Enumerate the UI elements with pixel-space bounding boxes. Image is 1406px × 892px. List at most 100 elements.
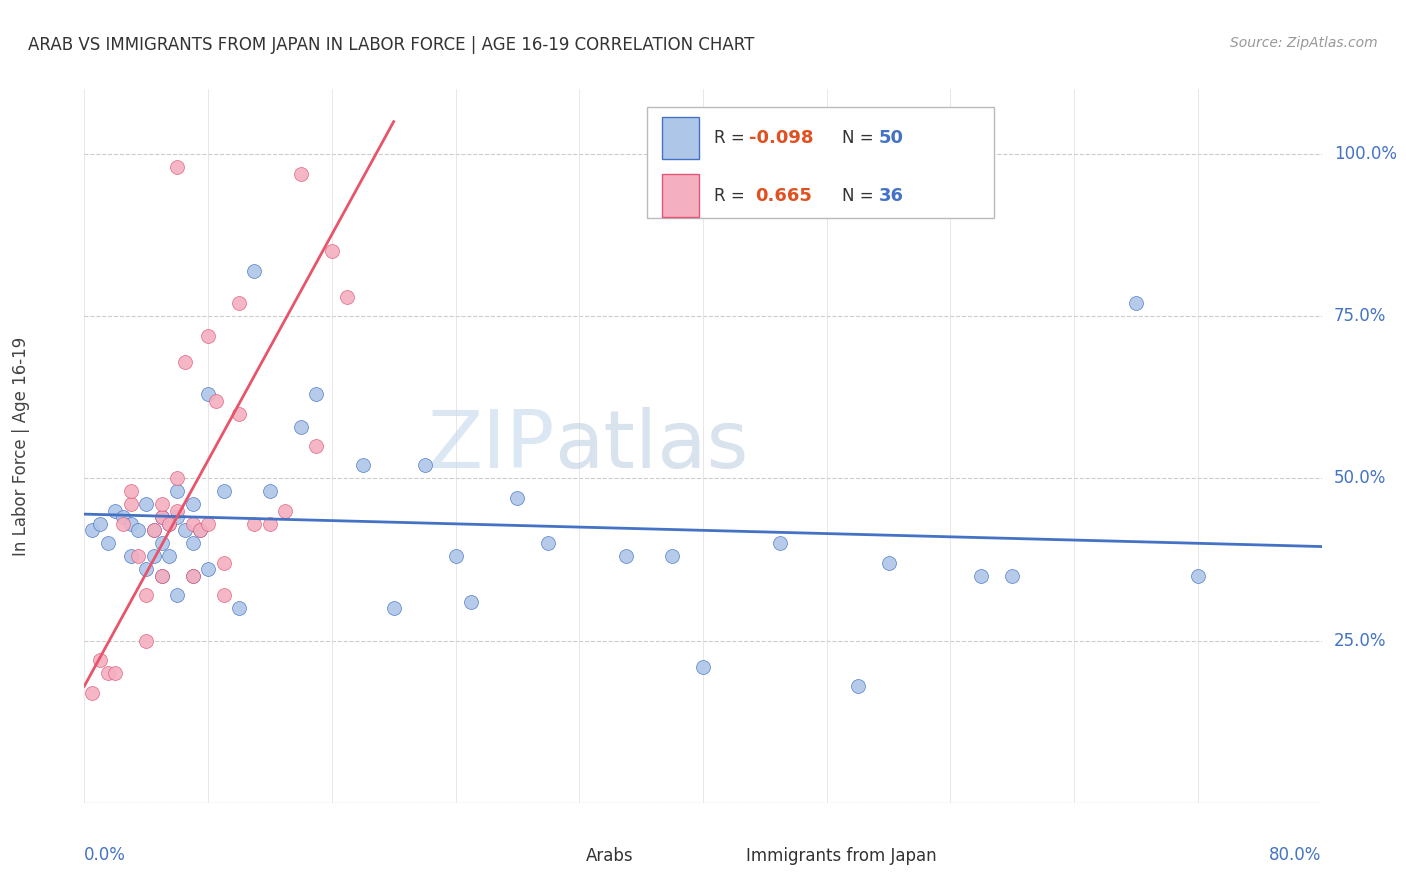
Text: 36: 36 [879, 186, 904, 204]
Point [274, 504, 297, 518]
Point [197, 328, 219, 343]
Point [181, 568, 204, 582]
Point [120, 484, 142, 499]
Text: 100.0%: 100.0% [1334, 145, 1398, 163]
Point [127, 524, 149, 538]
Text: Immigrants from Japan: Immigrants from Japan [747, 847, 936, 865]
Point [212, 556, 235, 570]
Point [1125, 296, 1147, 310]
Point [188, 524, 211, 538]
FancyBboxPatch shape [662, 117, 699, 160]
Point [135, 562, 157, 576]
Point [89, 516, 111, 531]
Point [181, 497, 204, 511]
Point [181, 516, 204, 531]
Text: Source: ZipAtlas.com: Source: ZipAtlas.com [1230, 36, 1378, 50]
Point [96, 536, 118, 550]
Point [197, 516, 219, 531]
Text: Arabs: Arabs [585, 847, 633, 865]
Text: ZIP: ZIP [427, 407, 554, 485]
Point [96, 666, 118, 681]
Point [82, 685, 104, 699]
Point [89, 653, 111, 667]
Point [166, 484, 188, 499]
Point [112, 516, 135, 531]
Text: atlas: atlas [554, 407, 749, 485]
Point [305, 387, 328, 401]
Text: In Labor Force | Age 16-19: In Labor Force | Age 16-19 [13, 336, 30, 556]
Point [444, 549, 467, 564]
Text: 0.665: 0.665 [755, 186, 811, 204]
Point [305, 439, 328, 453]
Point [166, 510, 188, 524]
Point [135, 588, 157, 602]
Point [166, 160, 188, 174]
Point [290, 419, 312, 434]
Point [166, 471, 188, 485]
Point [352, 458, 374, 473]
Point [382, 601, 405, 615]
Point [877, 556, 900, 570]
Point [143, 549, 166, 564]
Point [104, 666, 127, 681]
Point [159, 516, 180, 531]
Text: 0.0%: 0.0% [84, 846, 127, 863]
Point [692, 659, 714, 673]
Point [197, 387, 219, 401]
Point [336, 290, 359, 304]
Text: 25.0%: 25.0% [1334, 632, 1386, 649]
Point [174, 354, 197, 368]
Text: N =: N = [842, 129, 873, 147]
Point [150, 510, 173, 524]
Point [243, 264, 266, 278]
Point [228, 407, 250, 421]
Point [181, 568, 204, 582]
Text: N =: N = [842, 186, 873, 204]
Point [205, 393, 228, 408]
Point [1001, 568, 1024, 582]
Point [150, 497, 173, 511]
Point [212, 484, 235, 499]
Point [243, 516, 266, 531]
Point [769, 536, 792, 550]
Point [537, 536, 560, 550]
Text: ARAB VS IMMIGRANTS FROM JAPAN IN LABOR FORCE | AGE 16-19 CORRELATION CHART: ARAB VS IMMIGRANTS FROM JAPAN IN LABOR F… [28, 36, 755, 54]
Point [290, 167, 312, 181]
Point [259, 516, 281, 531]
Point [1187, 568, 1209, 582]
FancyBboxPatch shape [703, 842, 734, 871]
Point [166, 588, 188, 602]
Point [112, 510, 135, 524]
Point [212, 588, 235, 602]
Point [143, 524, 166, 538]
Point [150, 536, 173, 550]
Text: 50: 50 [879, 129, 904, 147]
Point [259, 484, 281, 499]
Point [82, 524, 104, 538]
Text: R =: R = [714, 129, 745, 147]
Text: -0.098: -0.098 [749, 129, 813, 147]
Point [166, 504, 188, 518]
Point [127, 549, 149, 564]
Text: R =: R = [714, 186, 745, 204]
FancyBboxPatch shape [647, 107, 994, 218]
Point [846, 679, 869, 693]
Text: 50.0%: 50.0% [1334, 469, 1386, 487]
Point [197, 562, 219, 576]
Point [143, 524, 166, 538]
Point [661, 549, 683, 564]
Point [181, 536, 204, 550]
Point [159, 516, 180, 531]
Point [159, 549, 180, 564]
Point [120, 516, 142, 531]
Point [321, 244, 343, 259]
FancyBboxPatch shape [543, 842, 574, 871]
Point [460, 595, 482, 609]
Point [970, 568, 993, 582]
Point [120, 497, 142, 511]
Point [104, 504, 127, 518]
Point [120, 549, 142, 564]
Point [174, 524, 197, 538]
Point [413, 458, 436, 473]
Point [150, 568, 173, 582]
